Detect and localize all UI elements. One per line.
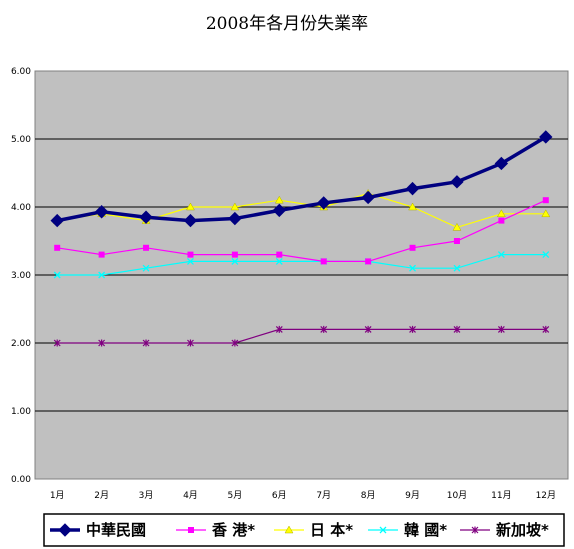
data-point: [497, 251, 505, 259]
data-point: [98, 251, 105, 258]
data-point: [186, 257, 194, 265]
data-point: [498, 217, 505, 224]
data-point: [98, 339, 106, 347]
legend-label: 韓 國*: [404, 521, 447, 539]
series-line: [57, 199, 547, 262]
data-point: [142, 264, 150, 272]
data-point: [231, 251, 238, 258]
series-1: [54, 197, 549, 265]
data-point: [320, 325, 328, 333]
x-tick-label: 2月: [94, 490, 109, 501]
data-point: [539, 130, 553, 144]
series-0: [50, 130, 553, 228]
data-point: [409, 264, 417, 272]
legend-entry: 香 港*: [176, 521, 255, 539]
y-tick-label: 0.00: [11, 475, 31, 485]
x-tick-label: 11月: [491, 490, 511, 501]
data-point: [453, 238, 460, 244]
data-point: [450, 175, 464, 189]
data-point: [452, 222, 462, 231]
y-tick-label: 5.00: [11, 135, 31, 145]
data-point: [361, 190, 375, 205]
x-tick-label: 12月: [536, 490, 556, 501]
data-point: [542, 197, 549, 204]
data-point: [405, 181, 420, 196]
data-point: [53, 271, 61, 279]
data-point: [542, 325, 550, 333]
data-point: [284, 525, 294, 534]
data-point: [230, 202, 240, 211]
data-point: [365, 258, 372, 265]
data-point: [317, 196, 331, 210]
series-4: [53, 325, 550, 347]
data-point: [497, 325, 505, 333]
data-point: [231, 257, 239, 265]
x-tick-label: 9月: [405, 490, 420, 501]
data-point: [408, 202, 417, 211]
x-tick-label: 8月: [361, 490, 376, 501]
data-point: [275, 257, 283, 265]
x-tick-label: 10月: [447, 490, 467, 501]
legend-label: 新加坡*: [496, 521, 549, 539]
data-point: [139, 210, 153, 224]
data-point: [188, 527, 194, 533]
data-point: [98, 271, 106, 279]
data-point: [94, 205, 109, 219]
data-point: [187, 339, 194, 347]
data-point: [409, 325, 416, 333]
series-line: [56, 135, 547, 223]
series-line: [57, 328, 546, 344]
y-tick-label: 4.00: [11, 203, 31, 213]
data-point: [496, 209, 506, 218]
chart-title: 2008年各月份失業率: [206, 14, 368, 34]
x-tick-label: 5月: [228, 490, 243, 501]
legend-entry: 中華民國: [50, 521, 146, 539]
data-point: [142, 339, 150, 347]
data-point: [228, 211, 242, 226]
x-tick-label: 7月: [316, 490, 331, 501]
data-point: [494, 156, 509, 171]
series-line: [57, 254, 546, 276]
data-point: [54, 244, 61, 251]
x-tick-label: 4月: [183, 490, 198, 501]
data-point: [453, 264, 461, 272]
x-tick-label: 3月: [139, 490, 154, 501]
data-point: [58, 523, 72, 537]
data-point: [320, 258, 327, 265]
data-point: [542, 251, 550, 259]
data-point: [183, 213, 198, 228]
legend-label: 中華民國: [86, 521, 146, 539]
legend-label: 日 本*: [310, 521, 353, 539]
data-point: [272, 203, 286, 218]
series-line: [57, 192, 546, 229]
data-point: [471, 526, 479, 534]
data-point: [187, 251, 194, 258]
x-tick-label: 6月: [272, 490, 287, 501]
y-tick-label: 2.00: [11, 339, 31, 349]
y-tick-label: 6.00: [11, 67, 31, 77]
data-point: [276, 251, 283, 258]
data-point: [274, 195, 284, 204]
data-point: [379, 526, 387, 534]
legend-entry: 韓 國*: [368, 521, 447, 539]
data-point: [143, 244, 150, 251]
y-tick-label: 1.00: [11, 407, 31, 417]
data-point: [275, 325, 283, 333]
legend-entry: 新加坡*: [460, 521, 549, 539]
data-point: [50, 213, 64, 228]
legend-label: 香 港*: [212, 521, 255, 539]
data-point: [186, 202, 195, 211]
data-point: [364, 325, 372, 333]
data-point: [453, 325, 461, 333]
y-tick-label: 3.00: [11, 271, 31, 281]
data-point: [409, 244, 416, 251]
data-point: [53, 339, 61, 347]
data-point: [231, 339, 239, 347]
x-tick-label: 1月: [50, 490, 65, 501]
legend-entry: 日 本*: [274, 521, 353, 539]
data-point: [541, 209, 551, 218]
